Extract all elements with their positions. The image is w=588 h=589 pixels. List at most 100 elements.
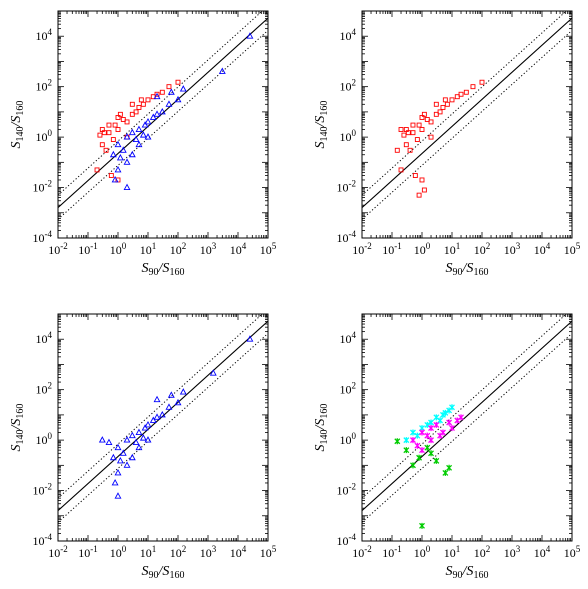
square-marker bbox=[108, 173, 114, 178]
ticks: 10-2 10-1 100 101 102 103 104 10510-410-2100102… bbox=[33, 313, 277, 560]
star-marker bbox=[394, 438, 401, 445]
square-marker bbox=[419, 177, 425, 183]
square-marker bbox=[159, 89, 165, 95]
star-marker bbox=[454, 417, 461, 424]
triangle-marker bbox=[179, 388, 187, 395]
x-tick-label: 101 bbox=[140, 241, 157, 257]
x-tick-label: 10-2 bbox=[48, 241, 68, 257]
square-marker bbox=[470, 84, 476, 90]
triangle-marker bbox=[144, 117, 152, 125]
star-marker bbox=[449, 404, 455, 411]
square-marker bbox=[394, 147, 400, 153]
ticks: 10-2 10-1 100 101 102 103 104 10510-410-2100102… bbox=[337, 313, 581, 560]
star-marker bbox=[419, 522, 425, 529]
triangle-marker bbox=[132, 135, 140, 143]
square-marker bbox=[433, 101, 439, 107]
star-marker bbox=[410, 437, 416, 444]
star-marker bbox=[433, 414, 440, 421]
square-marker bbox=[419, 127, 425, 132]
triangle-marker bbox=[139, 434, 147, 441]
triangle-marker bbox=[167, 391, 175, 398]
x-tick-label: 105 bbox=[564, 241, 581, 257]
square-marker bbox=[99, 127, 105, 132]
square-marker bbox=[442, 97, 448, 103]
y-tick-label: 100 bbox=[340, 431, 357, 447]
triangle-marker bbox=[123, 436, 131, 443]
triangle-marker bbox=[218, 67, 226, 74]
triangle-marker bbox=[135, 443, 143, 451]
triangle-marker bbox=[123, 461, 131, 468]
triangle-marker bbox=[167, 88, 175, 95]
reference-lines bbox=[362, 11, 572, 220]
y-tick-label: 104 bbox=[36, 330, 53, 346]
y-axis-label: S140/S160 bbox=[313, 101, 330, 149]
y-tick-label: 100 bbox=[340, 128, 357, 144]
one-to-one-line bbox=[58, 320, 268, 512]
square-marker bbox=[398, 127, 404, 132]
triangle-marker bbox=[119, 146, 127, 153]
x-tick-label: 100 bbox=[414, 544, 431, 560]
square-marker bbox=[416, 192, 422, 198]
square-marker bbox=[140, 101, 146, 107]
dotted-bound-line bbox=[58, 333, 268, 523]
triangle-marker bbox=[114, 443, 122, 451]
dotted-bound-line bbox=[362, 333, 572, 523]
panel-top-left: 10-2 10-1 100 101 102 103 104 10510-410-2100102… bbox=[9, 10, 277, 278]
star-marker bbox=[433, 457, 440, 464]
triangle-marker bbox=[128, 128, 136, 136]
x-tick-label: 104 bbox=[534, 241, 551, 257]
triangle-marker bbox=[153, 92, 161, 100]
y-tick-label: 104 bbox=[36, 27, 53, 43]
triangle-marker bbox=[114, 165, 122, 173]
x-tick-label: 104 bbox=[230, 241, 247, 257]
square-marker bbox=[175, 79, 181, 85]
triangle-marker bbox=[153, 110, 161, 117]
triangle-marker bbox=[209, 369, 217, 376]
triangle-marker bbox=[98, 436, 106, 443]
reference-lines bbox=[58, 314, 268, 523]
x-tick-label: 101 bbox=[444, 544, 461, 560]
x-tick-label: 104 bbox=[230, 544, 247, 560]
triangle-marker bbox=[111, 479, 119, 486]
x-tick-label: 104 bbox=[534, 544, 551, 560]
triangle-marker bbox=[141, 424, 149, 431]
square-marker bbox=[440, 104, 446, 110]
square-marker bbox=[444, 101, 450, 107]
square-marker bbox=[154, 91, 160, 97]
triangle-marker bbox=[179, 85, 187, 92]
square-marker bbox=[449, 97, 455, 103]
x-tick-label: 102 bbox=[474, 544, 491, 560]
square-marker bbox=[401, 132, 407, 138]
dotted-bound-line bbox=[362, 11, 568, 196]
reference-lines bbox=[58, 11, 268, 220]
square-marker bbox=[124, 119, 130, 125]
x-tick-label: 105 bbox=[564, 544, 581, 560]
triangle-marker bbox=[123, 133, 131, 140]
square-marker bbox=[428, 134, 434, 140]
square-marker bbox=[403, 142, 409, 148]
star-marker bbox=[403, 437, 410, 444]
plot-frame bbox=[361, 313, 573, 542]
star-marker bbox=[416, 454, 423, 461]
star-marker bbox=[442, 409, 449, 416]
square-marker bbox=[129, 101, 135, 107]
triangle-marker bbox=[153, 395, 161, 403]
triangle-marker bbox=[135, 140, 143, 148]
x-tick-label: 103 bbox=[504, 544, 521, 560]
one-to-one-line bbox=[362, 320, 572, 512]
square-marker bbox=[410, 130, 416, 136]
x-tick-label: 101 bbox=[140, 544, 157, 560]
x-tick-label: 102 bbox=[170, 544, 187, 560]
triangle-marker bbox=[165, 403, 173, 410]
star-marker bbox=[428, 425, 434, 432]
triangle-marker bbox=[116, 456, 124, 464]
star-marker bbox=[410, 462, 416, 469]
x-tick-label: 100 bbox=[414, 241, 431, 257]
star-marker bbox=[410, 429, 416, 436]
y-axis-label: S140/S160 bbox=[9, 404, 26, 452]
triangle-marker bbox=[114, 492, 122, 499]
x-tick-label: 101 bbox=[444, 241, 461, 257]
y-tick-label: 10-2 bbox=[337, 482, 357, 498]
square-marker bbox=[99, 142, 105, 148]
triangle-marker bbox=[144, 420, 152, 428]
